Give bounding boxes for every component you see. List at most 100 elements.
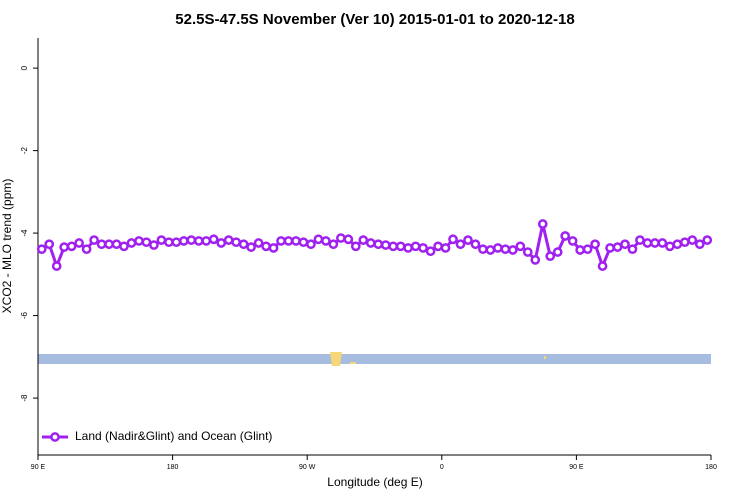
x-tick-label: 90 W — [299, 464, 316, 471]
data-point — [507, 245, 518, 255]
land-patch — [350, 362, 356, 364]
data-point — [134, 236, 144, 246]
data-point — [291, 236, 301, 246]
data-point — [186, 235, 197, 245]
data-point — [537, 219, 548, 229]
data-point — [365, 238, 376, 248]
data-point — [89, 235, 99, 245]
data-point — [283, 236, 294, 246]
data-point — [59, 242, 70, 252]
data-point — [515, 241, 526, 252]
x-tick-label: 90 E — [569, 464, 584, 471]
data-point — [567, 236, 578, 246]
data-point — [620, 239, 630, 250]
data-point — [485, 245, 496, 255]
data-point — [336, 233, 346, 243]
data-point — [164, 237, 174, 248]
data-point — [410, 241, 421, 252]
data-point — [261, 241, 271, 252]
data-point — [493, 243, 503, 253]
y-axis-label: XCO2 - MLO trend (ppm) — [0, 179, 14, 314]
surface-band — [38, 354, 711, 364]
y-tick-label: -8 — [20, 394, 29, 402]
data-point — [597, 261, 608, 271]
data-point — [463, 235, 473, 245]
land-patch — [330, 352, 342, 366]
data-point — [66, 241, 77, 252]
data-point — [306, 239, 316, 250]
y-tick-label: -6 — [20, 311, 29, 319]
data-point — [440, 243, 451, 253]
data-point — [522, 247, 533, 257]
data-point — [545, 251, 556, 262]
data-point — [156, 235, 167, 245]
data-point — [44, 239, 55, 250]
y-tick-label: 0 — [20, 65, 29, 70]
data-point — [208, 234, 219, 245]
data-point — [694, 239, 705, 250]
data-point — [216, 238, 227, 248]
data-point — [149, 240, 159, 250]
data-point — [582, 244, 593, 255]
data-point — [470, 239, 481, 250]
data-point — [575, 245, 585, 255]
data-point — [672, 239, 683, 250]
data-point — [298, 237, 309, 248]
chart-title: 52.5S-47.5S November (Ver 10) 2015-01-01… — [175, 11, 574, 28]
x-axis-label: Longitude (deg E) — [327, 475, 422, 489]
data-point — [395, 241, 406, 252]
legend-marker — [50, 432, 60, 442]
data-point — [455, 239, 466, 250]
data-point — [246, 242, 256, 252]
data-point — [373, 239, 384, 250]
data-point — [418, 243, 428, 253]
data-point — [605, 243, 615, 253]
data-point — [530, 255, 541, 265]
data-point — [201, 236, 212, 246]
data-point — [119, 241, 129, 252]
y-tick-label: -2 — [20, 147, 29, 155]
data-point — [448, 234, 458, 245]
data-point — [104, 239, 114, 250]
data-point — [223, 235, 234, 245]
data-point — [403, 243, 413, 253]
data-point — [627, 244, 638, 255]
data-point — [702, 235, 713, 245]
data-point — [635, 235, 645, 245]
data-point — [253, 238, 264, 248]
data-point — [74, 238, 84, 248]
data-point — [96, 239, 107, 250]
data-point — [51, 261, 62, 271]
data-point — [111, 239, 122, 250]
data-point — [380, 240, 391, 250]
data-point — [328, 239, 339, 250]
data-point — [343, 234, 354, 245]
data-point — [313, 234, 324, 245]
x-tick-label: 0 — [440, 464, 444, 471]
data-point — [388, 241, 399, 252]
data-point — [500, 244, 511, 255]
data-point — [425, 246, 436, 257]
x-tick-label: 180 — [705, 464, 717, 471]
data-point — [178, 236, 189, 246]
legend-label: Land (Nadir&Glint) and Ocean (Glint) — [75, 429, 272, 443]
data-point — [552, 247, 563, 257]
data-point — [590, 239, 600, 250]
data-point — [612, 242, 623, 252]
data-point — [687, 235, 698, 245]
data-point — [321, 236, 331, 246]
data-point — [231, 237, 242, 248]
data-point — [358, 235, 369, 245]
data-point — [193, 236, 204, 246]
data-point — [350, 241, 361, 252]
data-point — [679, 237, 690, 248]
x-tick-label: 180 — [167, 464, 179, 471]
data-point — [650, 238, 660, 248]
data-point — [665, 241, 675, 252]
data-point — [276, 236, 286, 246]
data-point — [642, 238, 653, 248]
data-point — [36, 244, 47, 255]
data-point — [268, 243, 279, 253]
data-point — [478, 244, 488, 255]
